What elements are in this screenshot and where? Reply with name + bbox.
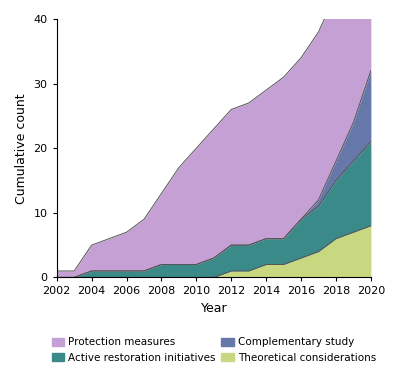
Y-axis label: Cumulative count: Cumulative count [15, 93, 28, 203]
X-axis label: Year: Year [200, 302, 227, 315]
Legend: Protection measures, Active restoration initiatives, Complementary study, Theore: Protection measures, Active restoration … [48, 334, 379, 366]
